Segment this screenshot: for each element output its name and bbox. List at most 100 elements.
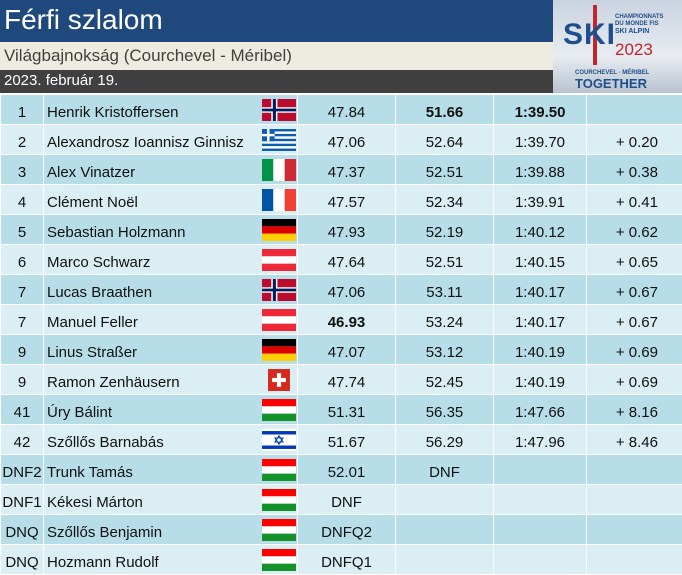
rank-cell: 1 (1, 95, 44, 125)
athlete-name: Marco Schwarz (44, 245, 262, 275)
time-difference: + 0.67 (587, 305, 682, 335)
run1-time: 51.67 (298, 425, 396, 455)
flag-gre-icon (262, 129, 296, 151)
time-difference: + 0.67 (587, 275, 682, 305)
total-time (494, 455, 587, 485)
run1-time: 47.07 (298, 335, 396, 365)
athlete-name: Clément Noël (44, 185, 262, 215)
time-difference: + 0.65 (587, 245, 682, 275)
time-difference: + 8.16 (587, 395, 682, 425)
total-time: 1:40.15 (494, 245, 587, 275)
time-difference: + 0.41 (587, 185, 682, 215)
flag-cell (262, 245, 298, 275)
total-time (494, 515, 587, 545)
flag-hun-icon (262, 399, 296, 421)
athlete-name: Úry Bálint (44, 395, 262, 425)
athlete-name: Szőllős Barnabás (44, 425, 262, 455)
flag-cell (262, 395, 298, 425)
page-title: Férfi szlalom (0, 0, 553, 42)
run1-time: DNF (298, 485, 396, 515)
flag-hun-icon (262, 519, 296, 541)
total-time: 1:40.12 (494, 215, 587, 245)
flag-aut-icon (262, 249, 296, 271)
athlete-name: Ramon Zenhäusern (44, 365, 262, 395)
logo-line2: DU MONDE FIS (615, 21, 659, 28)
run2-time: 53.12 (396, 335, 494, 365)
run2-time: 52.51 (396, 155, 494, 185)
time-difference (587, 95, 682, 125)
total-time: 1:39.50 (494, 95, 587, 125)
rank-cell: 2 (1, 125, 44, 155)
time-difference: + 0.69 (587, 365, 682, 395)
total-time: 1:40.19 (494, 335, 587, 365)
flag-cell (262, 335, 298, 365)
flag-cell (262, 215, 298, 245)
ski-championship-logo: SKI CHAMPIONNATS DU MONDE FIS SKI ALPIN … (553, 0, 682, 93)
run2-time: 52.51 (396, 245, 494, 275)
flag-fra-icon (262, 189, 296, 211)
rank-cell: 3 (1, 155, 44, 185)
athlete-name: Hozmann Rudolf (44, 545, 262, 575)
run2-time: 52.34 (396, 185, 494, 215)
time-difference: + 0.69 (587, 335, 682, 365)
total-time: 1:47.66 (494, 395, 587, 425)
flag-cell (262, 275, 298, 305)
flag-cell (262, 155, 298, 185)
logo-line1: CHAMPIONNATS (615, 14, 664, 21)
flag-cell (262, 305, 298, 335)
flag-cell (262, 515, 298, 545)
athlete-name: Linus Straßer (44, 335, 262, 365)
rank-cell: DNF1 (1, 485, 44, 515)
total-time: 1:40.19 (494, 365, 587, 395)
time-difference: + 0.62 (587, 215, 682, 245)
time-difference: + 0.38 (587, 155, 682, 185)
flag-cell (262, 125, 298, 155)
flag-hun-icon (262, 489, 296, 511)
run2-time (396, 545, 494, 575)
flag-cell (262, 455, 298, 485)
run1-time: DNFQ1 (298, 545, 396, 575)
athlete-name: Lucas Braathen (44, 275, 262, 305)
run1-time: 52.01 (298, 455, 396, 485)
run1-time: 51.31 (298, 395, 396, 425)
logo-line3: SKI ALPIN (615, 28, 649, 35)
rank-cell: 5 (1, 215, 44, 245)
athlete-name: Alexandrosz Ioannisz Ginnisz (44, 125, 262, 155)
logo-motto: TOGETHER (575, 76, 647, 91)
time-difference (587, 485, 682, 515)
logo-ski: SKI (563, 18, 616, 52)
rank-cell: 9 (1, 335, 44, 365)
run1-time: DNFQ2 (298, 515, 396, 545)
rank-cell: 6 (1, 245, 44, 275)
athlete-name: Kékesi Márton (44, 485, 262, 515)
rank-cell: DNQ (1, 545, 44, 575)
athlete-name: Manuel Feller (44, 305, 262, 335)
athlete-name: Szőllős Benjamin (44, 515, 262, 545)
run2-time: 52.45 (396, 365, 494, 395)
run1-time: 47.84 (298, 95, 396, 125)
run2-time (396, 485, 494, 515)
total-time: 1:40.17 (494, 305, 587, 335)
run2-time (396, 515, 494, 545)
flag-nor-icon (262, 279, 296, 301)
time-difference: + 8.46 (587, 425, 682, 455)
rank-cell: DNQ (1, 515, 44, 545)
run2-time: 52.64 (396, 125, 494, 155)
time-difference (587, 455, 682, 485)
run1-time: 47.74 (298, 365, 396, 395)
athlete-name: Alex Vinatzer (44, 155, 262, 185)
rank-cell: 9 (1, 365, 44, 395)
run2-time: DNF (396, 455, 494, 485)
rank-cell: 4 (1, 185, 44, 215)
